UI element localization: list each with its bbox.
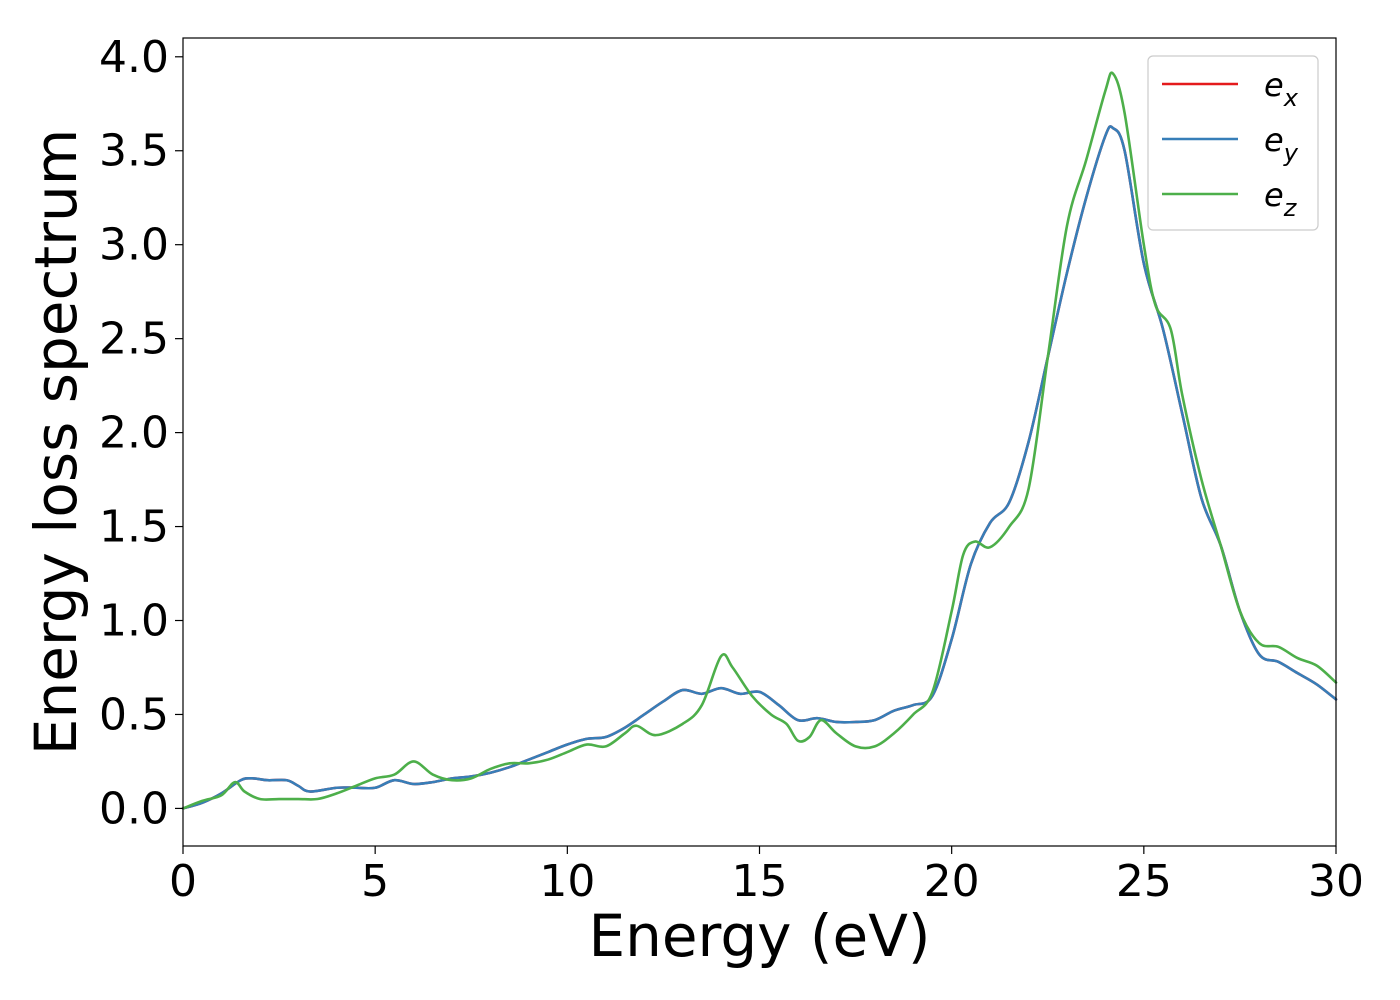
- series-line-y: [181, 125, 1338, 810]
- y-tick-label: 4.0: [99, 32, 169, 83]
- x-tick-label: 5: [361, 856, 389, 907]
- x-tick-label: 15: [732, 856, 788, 907]
- legend-label-x: ex: [1264, 66, 1299, 112]
- y-axis-title: Energy loss spectrum: [22, 129, 90, 755]
- y-tick-label: 1.5: [99, 502, 169, 553]
- plot-area: [183, 38, 1336, 846]
- x-tick-label: 10: [539, 856, 595, 907]
- legend-box: [1147, 55, 1319, 231]
- x-tick-label: 25: [1116, 856, 1172, 907]
- x-tick-label: 0: [169, 856, 197, 907]
- x-axis-title: Energy (eV): [588, 902, 930, 970]
- y-tick-label: 3.0: [99, 220, 169, 271]
- y-tick-label: 0.0: [99, 783, 169, 834]
- series-layer: [181, 71, 1338, 810]
- y-tick-label: 3.5: [99, 126, 169, 177]
- y-tick-label: 2.5: [99, 314, 169, 365]
- legend: ex ey ez: [1147, 55, 1319, 231]
- y-tick-label: 0.5: [99, 689, 169, 740]
- series-line-z: [181, 71, 1338, 810]
- x-tick-label: 30: [1308, 856, 1364, 907]
- x-axis: 0 5 10 15 20 25 30: [169, 846, 1364, 907]
- legend-label-y: ey: [1264, 121, 1299, 167]
- y-tick-label: 2.0: [99, 408, 169, 459]
- y-tick-label: 1.0: [99, 596, 169, 647]
- y-axis: 0.0 0.5 1.0 1.5 2.0 2.5 3.0 3.5 4.0: [99, 32, 183, 834]
- legend-label-z: ez: [1264, 176, 1298, 222]
- x-tick-label: 20: [924, 856, 980, 907]
